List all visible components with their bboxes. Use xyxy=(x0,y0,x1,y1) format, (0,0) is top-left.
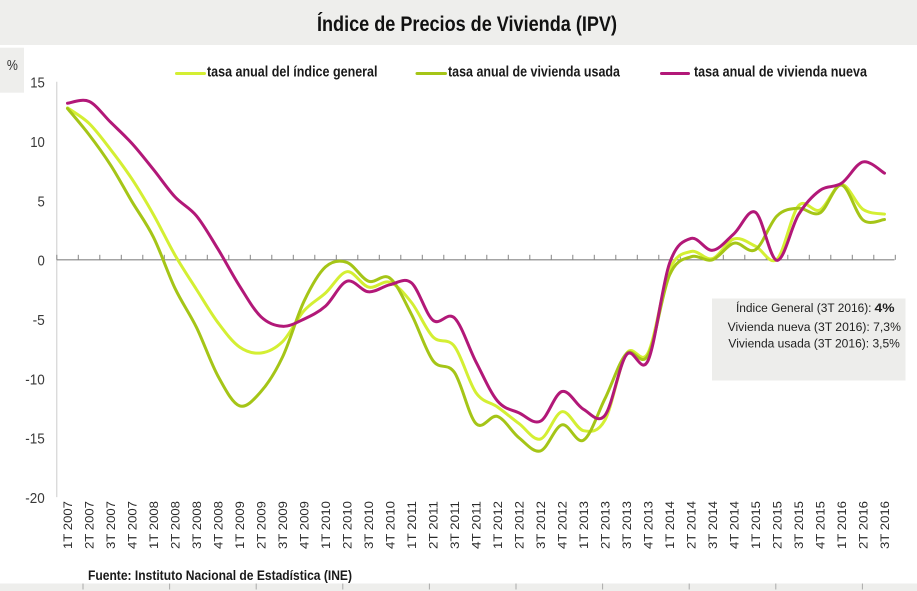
svg-text:3T 2009: 3T 2009 xyxy=(276,501,290,549)
svg-text:4T 2007: 4T 2007 xyxy=(125,501,139,549)
svg-text:1T 2014: 1T 2014 xyxy=(663,501,677,549)
svg-text:2T 2016: 2T 2016 xyxy=(856,501,870,549)
svg-text:4T 2014: 4T 2014 xyxy=(727,501,741,549)
svg-text:tasa anual de vivienda nueva: tasa anual de vivienda nueva xyxy=(694,64,868,80)
svg-text:2T 2013: 2T 2013 xyxy=(598,501,612,549)
svg-text:3T 2011: 3T 2011 xyxy=(448,501,462,549)
svg-text:0: 0 xyxy=(38,254,45,270)
svg-text:2T 2007: 2T 2007 xyxy=(82,501,96,549)
svg-text:10: 10 xyxy=(30,135,45,151)
svg-text:3T 2007: 3T 2007 xyxy=(104,501,118,549)
svg-text:4T 2012: 4T 2012 xyxy=(555,501,569,549)
svg-text:2T 2010: 2T 2010 xyxy=(340,501,354,549)
svg-text:3T 2013: 3T 2013 xyxy=(620,501,634,549)
svg-text:3T 2016: 3T 2016 xyxy=(878,501,892,549)
svg-text:3T 2012: 3T 2012 xyxy=(534,501,548,549)
svg-text:-15: -15 xyxy=(25,432,45,448)
svg-text:Vivienda nueva (3T 2016): 7,3%: Vivienda nueva (3T 2016): 7,3% xyxy=(728,320,901,334)
svg-text:4%: 4% xyxy=(875,301,895,315)
svg-text:-10: -10 xyxy=(25,372,45,388)
svg-text:%: % xyxy=(7,57,18,74)
svg-text:1T 2011: 1T 2011 xyxy=(405,501,419,549)
svg-text:1T 2009: 1T 2009 xyxy=(233,501,247,549)
svg-text:4T 2015: 4T 2015 xyxy=(813,501,827,549)
svg-text:2T 2011: 2T 2011 xyxy=(426,501,440,549)
svg-text:3T 2015: 3T 2015 xyxy=(792,501,806,549)
svg-text:1T 2016: 1T 2016 xyxy=(835,501,849,549)
svg-text:3T 2010: 3T 2010 xyxy=(362,501,376,549)
svg-text:2T 2014: 2T 2014 xyxy=(684,501,698,549)
svg-text:1T 2012: 1T 2012 xyxy=(491,501,505,549)
svg-text:1T 2008: 1T 2008 xyxy=(147,501,161,549)
svg-text:2T 2012: 2T 2012 xyxy=(512,501,526,549)
svg-text:5: 5 xyxy=(38,194,45,210)
svg-text:4T 2013: 4T 2013 xyxy=(641,501,655,549)
svg-text:15: 15 xyxy=(30,76,45,92)
svg-text:Índice de Precios de Vivienda: Índice de Precios de Vivienda (IPV) xyxy=(317,11,617,36)
svg-text:2T 2015: 2T 2015 xyxy=(770,501,784,549)
svg-text:4T 2009: 4T 2009 xyxy=(297,501,311,549)
svg-text:1T 2013: 1T 2013 xyxy=(577,501,591,549)
svg-text:Fuente: Instituto Nacional de: Fuente: Instituto Nacional de Estadístic… xyxy=(88,568,352,583)
svg-text:tasa anual del índice general: tasa anual del índice general xyxy=(207,64,378,80)
svg-text:4T 2011: 4T 2011 xyxy=(469,501,483,549)
svg-text:1T 2015: 1T 2015 xyxy=(749,501,763,549)
svg-text:tasa anual de vivienda usada: tasa anual de vivienda usada xyxy=(448,64,621,80)
svg-text:2T 2009: 2T 2009 xyxy=(254,501,268,549)
svg-text:-20: -20 xyxy=(25,491,45,507)
svg-text:Índice General (3T 2016):: Índice General (3T 2016): xyxy=(736,300,872,315)
svg-text:2T 2008: 2T 2008 xyxy=(168,501,182,549)
svg-text:3T 2014: 3T 2014 xyxy=(706,501,720,549)
svg-text:4T 2008: 4T 2008 xyxy=(211,501,225,549)
svg-text:-5: -5 xyxy=(33,313,45,329)
svg-text:4T 2010: 4T 2010 xyxy=(383,501,397,549)
svg-text:1T 2010: 1T 2010 xyxy=(319,501,333,549)
svg-text:3T 2008: 3T 2008 xyxy=(190,501,204,549)
svg-text:Vivienda usada (3T 2016): 3,5%: Vivienda usada (3T 2016): 3,5% xyxy=(728,337,900,351)
svg-text:1T 2007: 1T 2007 xyxy=(61,501,75,549)
